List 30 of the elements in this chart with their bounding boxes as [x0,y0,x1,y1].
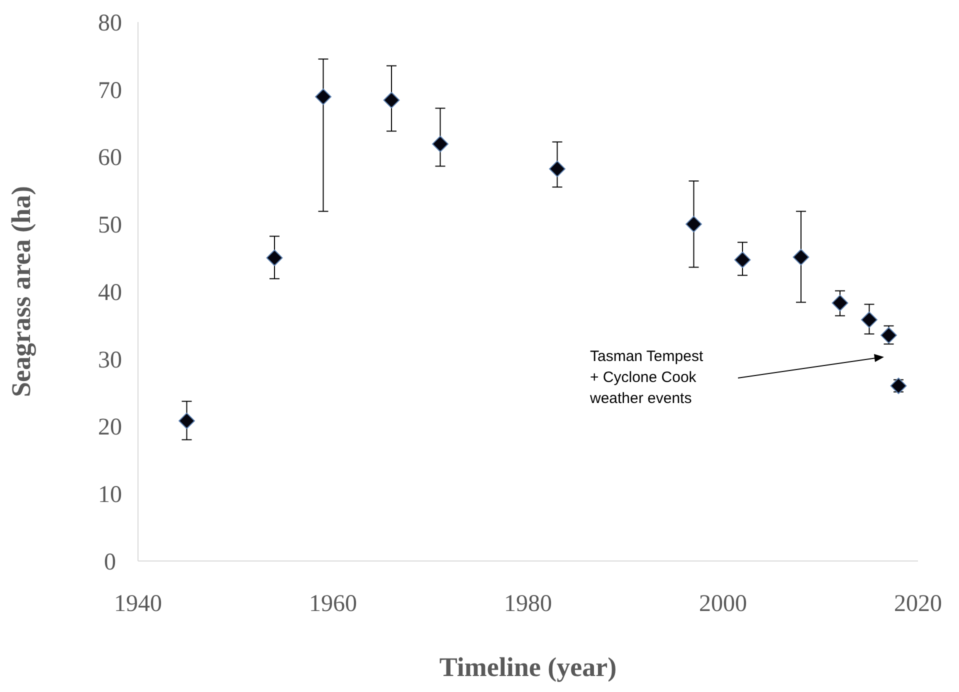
point [549,160,566,178]
x-tick-label: 1940 [114,591,162,617]
y-tick-label: 50 [98,212,122,239]
point [880,327,897,344]
y-tick-label: 10 [98,482,122,508]
point [890,378,907,394]
point [383,92,400,108]
x-tick-label: 2000 [699,591,747,617]
point [315,88,332,105]
x-tick-label: 1980 [504,591,552,617]
y-tick-label: 60 [98,145,122,172]
x-tick-label: 1960 [309,591,357,617]
point [832,294,848,312]
point [178,412,195,430]
y-tick-label: 0 [104,549,116,576]
y-tick-label: 40 [98,280,122,306]
point [686,216,702,232]
point [734,252,751,268]
point [861,312,878,328]
y-tick-label: 70 [98,78,122,104]
x-axis-title: Timeline (year) [439,652,617,682]
y-tick-label: 20 [98,414,122,441]
point [792,248,810,266]
y-tick-label: 30 [98,347,122,374]
point [266,250,283,266]
annotation: Tasman Tempest + Cyclone Cook weather events [589,348,704,407]
x-tick-label: 2020 [894,591,942,617]
y-tick-label: 80 [98,10,122,36]
y-axis-title: Seagrass area (ha) [6,186,36,397]
point [432,136,448,152]
